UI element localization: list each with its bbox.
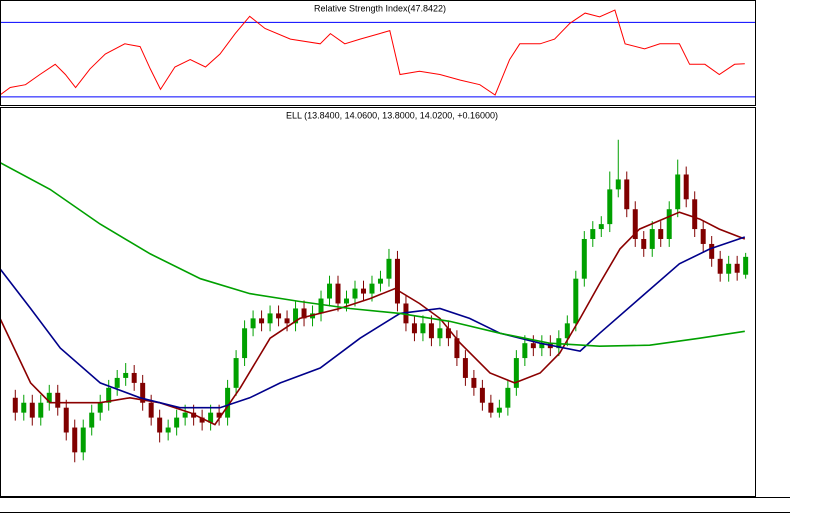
candle-body <box>216 412 222 418</box>
candle-body <box>683 174 689 200</box>
candle-body <box>666 209 672 239</box>
candle-body <box>632 209 638 239</box>
candle-body <box>335 283 341 304</box>
candle-body <box>38 402 44 418</box>
candle-body <box>242 328 248 359</box>
candle-body <box>360 288 366 294</box>
moving-average <box>0 161 745 348</box>
candle-body <box>607 189 613 225</box>
candle-body <box>445 328 451 339</box>
candle-body <box>55 392 61 408</box>
candle-body <box>394 258 400 304</box>
candle-body <box>46 392 52 403</box>
candle-body <box>624 179 630 210</box>
moving-average <box>0 211 746 426</box>
candle-body <box>496 407 502 413</box>
candle-body <box>539 343 545 349</box>
candle-body <box>301 308 307 319</box>
candle-body <box>250 318 256 329</box>
rsi-frame <box>0 0 756 106</box>
candle-body <box>106 387 112 403</box>
candle-body <box>318 298 324 314</box>
candle-body <box>437 328 443 339</box>
rsi-title: Relative Strength Index(47.8422) <box>314 3 446 13</box>
candle-body <box>377 278 383 284</box>
candle-body <box>208 412 214 423</box>
candle-body <box>581 238 587 279</box>
price-title: ELL (13.8400, 14.0600, 13.8000, 14.0200,… <box>286 110 498 120</box>
candle-body <box>743 256 749 275</box>
candle-body <box>454 338 460 359</box>
candle-body <box>658 229 664 239</box>
candle-body <box>641 238 647 249</box>
candle-body <box>513 358 519 388</box>
candle-body <box>479 387 485 403</box>
candle-body <box>123 372 129 378</box>
candle-body <box>114 377 120 388</box>
candle-body <box>564 323 570 339</box>
candle-body <box>530 343 536 349</box>
candle-body <box>148 402 154 418</box>
candle-body <box>649 229 655 249</box>
candle-body <box>225 387 231 418</box>
candle-body <box>80 427 86 453</box>
candle-body <box>462 358 468 378</box>
candle-body <box>734 263 740 273</box>
candle-body <box>709 243 715 259</box>
candle-body <box>267 313 273 324</box>
candle-body <box>284 318 290 324</box>
candle-body <box>12 397 18 413</box>
candle-body <box>63 407 69 433</box>
candle-body <box>573 278 579 324</box>
candle-body <box>21 402 27 413</box>
candle-body <box>140 382 146 403</box>
candle-body <box>386 258 392 279</box>
candle-body <box>29 402 35 418</box>
candle-body <box>182 412 188 418</box>
candle-body <box>352 288 358 299</box>
candle-body <box>717 258 723 274</box>
moving-average <box>0 236 746 409</box>
candle-body <box>97 402 103 413</box>
candle-body <box>174 417 180 428</box>
candle-body <box>157 417 163 433</box>
candle-body <box>420 323 426 334</box>
candle-body <box>131 372 137 383</box>
candle-body <box>233 358 239 388</box>
rsi-line <box>0 9 745 96</box>
candle-body <box>293 308 299 324</box>
candle-body <box>471 377 477 388</box>
candle-body <box>522 343 528 359</box>
candle-body <box>344 298 350 304</box>
candle-body <box>675 174 681 210</box>
candle-body <box>598 224 604 230</box>
candle-body <box>259 318 265 324</box>
candle-body <box>327 283 333 299</box>
candle-body <box>369 283 375 294</box>
candle-body <box>505 387 511 408</box>
candle-body <box>615 179 621 190</box>
candle-body <box>89 412 95 428</box>
candle-body <box>276 313 282 319</box>
candle-body <box>428 323 434 339</box>
candle-body <box>700 229 706 244</box>
mark-layer <box>0 9 755 463</box>
candle-body <box>590 229 596 239</box>
candle-body <box>411 323 417 334</box>
candle-body <box>72 427 78 453</box>
candle-body <box>488 402 494 413</box>
candle-body <box>692 199 698 230</box>
candle-body <box>165 427 171 433</box>
price-frame <box>0 107 756 497</box>
candle-body <box>726 263 732 274</box>
candle-body <box>199 417 205 423</box>
